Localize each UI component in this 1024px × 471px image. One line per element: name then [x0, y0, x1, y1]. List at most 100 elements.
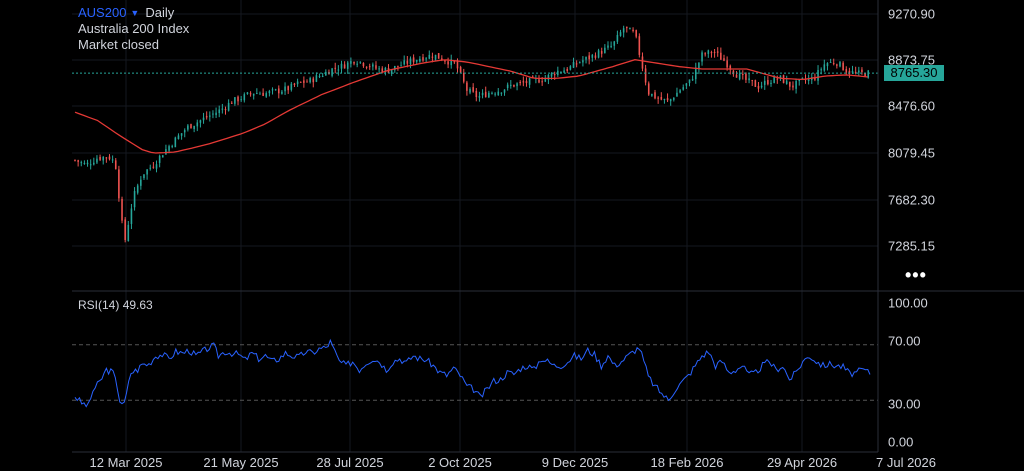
candle-body — [475, 90, 478, 98]
candle-body — [814, 77, 816, 80]
candle-body — [789, 81, 791, 87]
candle-body — [622, 28, 625, 33]
candle-body — [735, 74, 738, 78]
candle-body — [481, 92, 484, 96]
candle-body — [861, 69, 863, 73]
candle-body — [525, 81, 528, 84]
price-tick: 7682.30 — [888, 192, 935, 208]
candle-body — [469, 88, 471, 93]
candle-body — [415, 60, 418, 62]
candle-body — [823, 64, 826, 71]
candle-body — [607, 45, 609, 48]
candle-body — [770, 82, 772, 84]
candle-body — [694, 67, 697, 80]
candle-body — [127, 224, 130, 241]
candle-body — [836, 64, 838, 66]
candle-body — [268, 91, 271, 94]
candle-body — [723, 58, 725, 61]
candle-body — [588, 55, 590, 60]
candle-body — [93, 162, 95, 165]
candle-body — [306, 81, 308, 83]
candle-body — [187, 125, 189, 130]
candle-body — [293, 83, 296, 85]
candle-body — [143, 174, 145, 179]
candle-body — [688, 79, 691, 84]
candle-body — [488, 92, 490, 98]
candle-body — [544, 78, 547, 82]
candle-body — [716, 51, 719, 53]
grid-lines — [72, 0, 878, 452]
candle-body — [183, 130, 186, 133]
candle-body — [644, 68, 647, 83]
candle-body — [209, 115, 211, 117]
candle-body — [124, 219, 126, 241]
candle-body — [353, 61, 355, 64]
candle-body — [845, 69, 848, 73]
chevron-down-icon[interactable]: ▼ — [130, 8, 140, 18]
candle-body — [707, 50, 710, 54]
candle-body — [331, 68, 333, 76]
candle-body — [497, 91, 500, 96]
candle-body — [412, 57, 415, 63]
candle-body — [375, 65, 377, 69]
candle-body — [701, 52, 703, 62]
rsi-label: RSI(14) — [78, 298, 120, 312]
candle-body — [779, 75, 782, 79]
candle-body — [403, 60, 405, 65]
candle-body — [767, 80, 769, 85]
timeframe-label[interactable]: Daily — [145, 5, 175, 20]
candle-body — [199, 120, 202, 123]
candle-body — [729, 65, 732, 70]
candle-body — [459, 67, 462, 73]
candle-body — [748, 78, 750, 81]
candle-body — [218, 109, 221, 114]
candle-body — [519, 81, 521, 83]
candle-body — [262, 92, 264, 96]
candle-body — [742, 73, 744, 75]
rsi-value: 49.63 — [122, 298, 153, 312]
candle-body — [177, 135, 180, 139]
candle-body — [249, 93, 252, 95]
candle-body — [679, 90, 681, 93]
candle-body — [350, 61, 352, 64]
time-tick: 21 May 2025 — [203, 455, 279, 470]
candle-body — [566, 68, 569, 72]
candle-body — [321, 75, 324, 77]
candle-body — [491, 92, 493, 94]
candle-body — [234, 97, 236, 104]
candle-body — [205, 116, 208, 118]
chart-legend[interactable]: AUS200 ▼ Daily Australia 200 Index Market … — [78, 5, 189, 53]
candle-body — [287, 86, 289, 91]
candle-body — [500, 92, 503, 94]
candle-body — [99, 156, 101, 160]
symbol-name[interactable]: AUS200 — [78, 5, 127, 20]
candle-body — [842, 62, 844, 71]
price-tick: 7285.15 — [888, 238, 935, 254]
candle-body — [610, 45, 612, 47]
candle-body — [121, 198, 123, 221]
candle-body — [378, 68, 380, 70]
candle-body — [651, 93, 653, 96]
candle-body — [713, 51, 716, 53]
candle-body — [315, 75, 318, 82]
candle-body — [582, 60, 584, 63]
candle-body — [149, 167, 152, 169]
candle-body — [785, 80, 788, 84]
candle-body — [654, 92, 656, 99]
rsi-legend[interactable]: RSI(14) 49.63 — [78, 298, 153, 312]
candle-body — [456, 61, 459, 69]
candle-body — [202, 117, 205, 121]
candle-body — [397, 65, 399, 67]
rsi-level-lines — [72, 344, 878, 401]
time-tick: 12 Mar 2025 — [89, 455, 163, 470]
candle-body — [647, 83, 650, 95]
candle-body — [466, 82, 468, 91]
candle-body — [105, 157, 108, 159]
more-dots-icon[interactable]: ••• — [905, 265, 927, 285]
candle-body — [698, 62, 700, 70]
candle-body — [74, 159, 76, 161]
candle-body — [102, 156, 105, 161]
candle-body — [704, 53, 706, 55]
candle-body — [760, 85, 763, 88]
